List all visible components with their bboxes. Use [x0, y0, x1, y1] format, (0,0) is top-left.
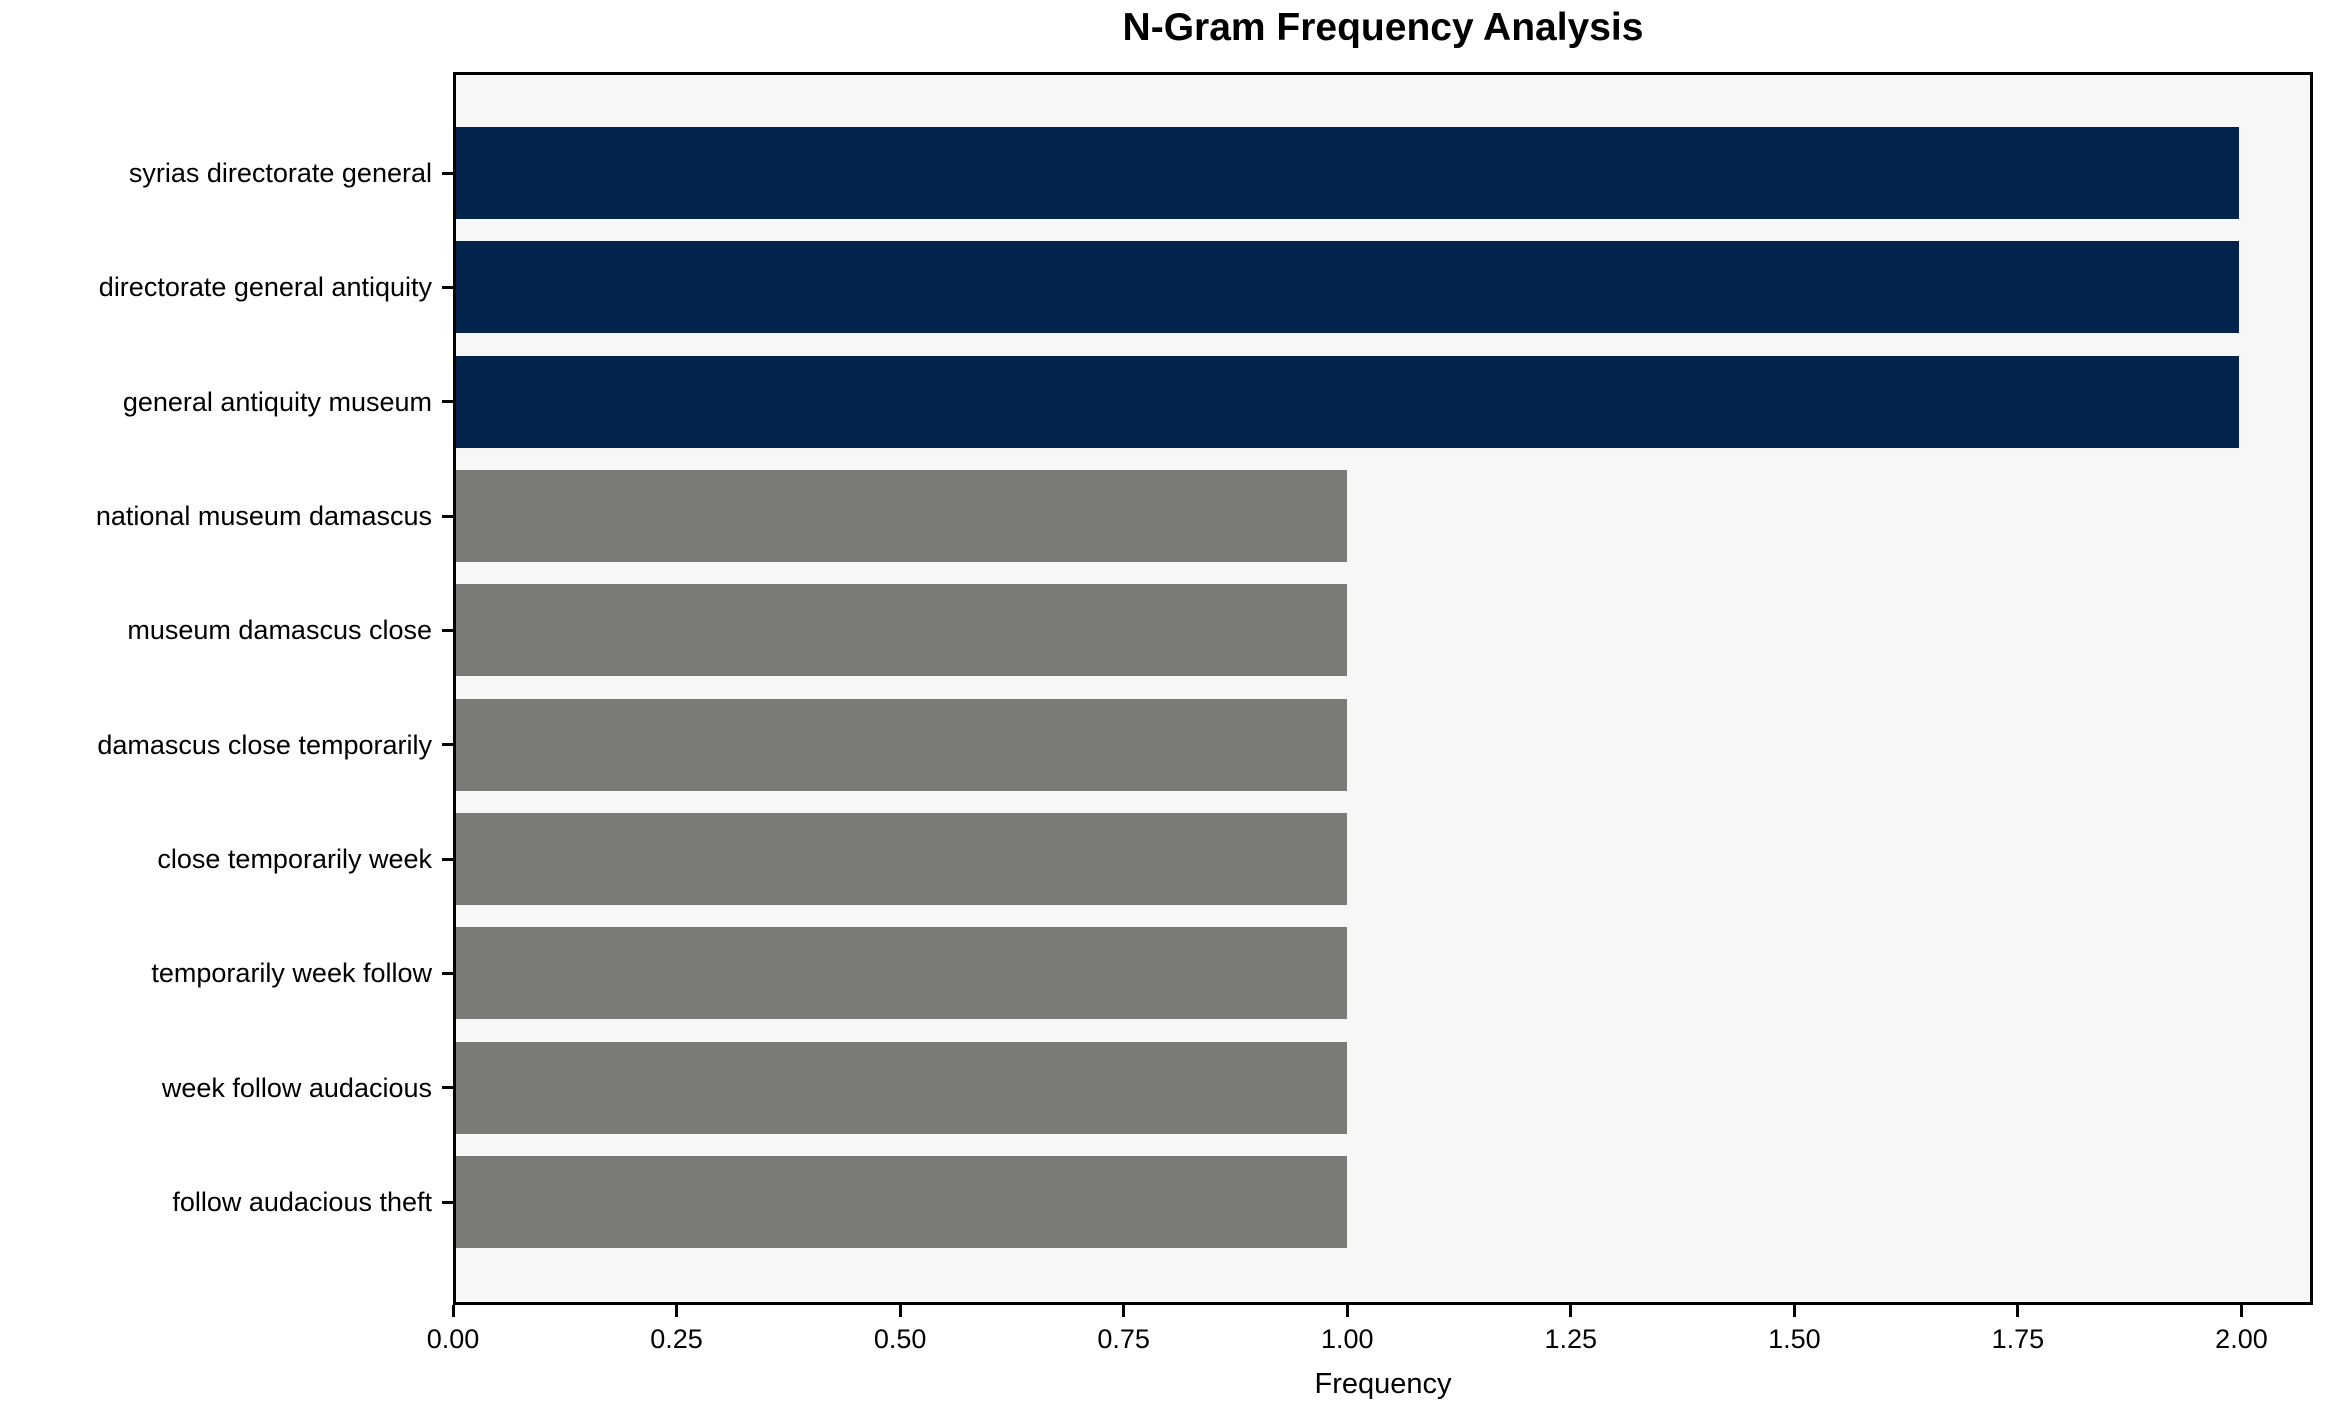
x-tick-label: 1.25: [1544, 1324, 1598, 1354]
x-tick-label: 1.50: [1768, 1324, 1821, 1354]
y-tick-mark: [442, 285, 453, 289]
y-tick-mark: [442, 514, 453, 518]
y-tick-label: museum damascus close: [127, 615, 432, 646]
bar-temporarily-week-follow: [456, 927, 1348, 1020]
y-tick-label: general antiquity museum: [122, 386, 432, 417]
y-tick-mark: [442, 400, 453, 404]
bar-follow-audacious-theft: [456, 1156, 1348, 1248]
x-tick-label: 0.50: [873, 1324, 927, 1354]
y-tick-mark: [442, 971, 453, 975]
x-tick-label: 0.00: [426, 1324, 480, 1354]
x-tick-mark: [1122, 1305, 1126, 1317]
y-tick-mark: [442, 171, 453, 175]
x-tick-label: 1.75: [1991, 1324, 2045, 1354]
y-tick-mark: [442, 1086, 453, 1090]
bar-week-follow-audacious: [456, 1041, 1348, 1134]
bar-close-temporarily-week: [456, 813, 1348, 905]
bar-museum-damascus-close: [456, 584, 1348, 677]
x-tick-label: 0.25: [650, 1324, 703, 1354]
x-tick-mark: [1792, 1305, 1796, 1317]
x-tick-mark: [1345, 1305, 1349, 1317]
chart-title: N-Gram Frequency Analysis: [1122, 6, 1644, 49]
x-tick-mark: [2239, 1305, 2243, 1317]
y-tick-mark: [442, 1200, 453, 1204]
y-tick-mark: [442, 743, 453, 747]
y-tick-label: syrias directorate general: [128, 158, 432, 188]
x-tick-label: 2.00: [2215, 1324, 2268, 1354]
y-tick-label: temporarily week follow: [151, 958, 432, 989]
bar-damascus-close-temporarily: [456, 698, 1348, 791]
y-tick-mark: [442, 628, 453, 632]
x-tick-mark: [2016, 1305, 2020, 1317]
x-tick-mark: [451, 1305, 455, 1317]
x-tick-mark: [898, 1305, 902, 1317]
x-axis-title: Frequency: [1314, 1368, 1452, 1400]
x-tick-label: 1.00: [1320, 1324, 1374, 1354]
x-tick-mark: [1569, 1305, 1573, 1317]
bar-national-museum-damascus: [456, 470, 1348, 562]
x-tick-label: 0.75: [1097, 1324, 1150, 1354]
y-tick-label: directorate general antiquity: [98, 272, 432, 303]
y-tick-label: follow audacious theft: [172, 1187, 432, 1217]
x-tick-mark: [675, 1305, 679, 1317]
y-tick-label: week follow audacious: [161, 1072, 432, 1103]
y-tick-mark: [442, 857, 453, 861]
bar-syrias-directorate-general: [456, 127, 2239, 219]
y-tick-label: national museum damascus: [95, 501, 432, 531]
y-tick-label: close temporarily week: [157, 844, 432, 874]
y-tick-label: damascus close temporarily: [97, 729, 432, 760]
bar-directorate-general-antiquity: [456, 241, 2239, 334]
bar-general-antiquity-museum: [456, 355, 2239, 448]
